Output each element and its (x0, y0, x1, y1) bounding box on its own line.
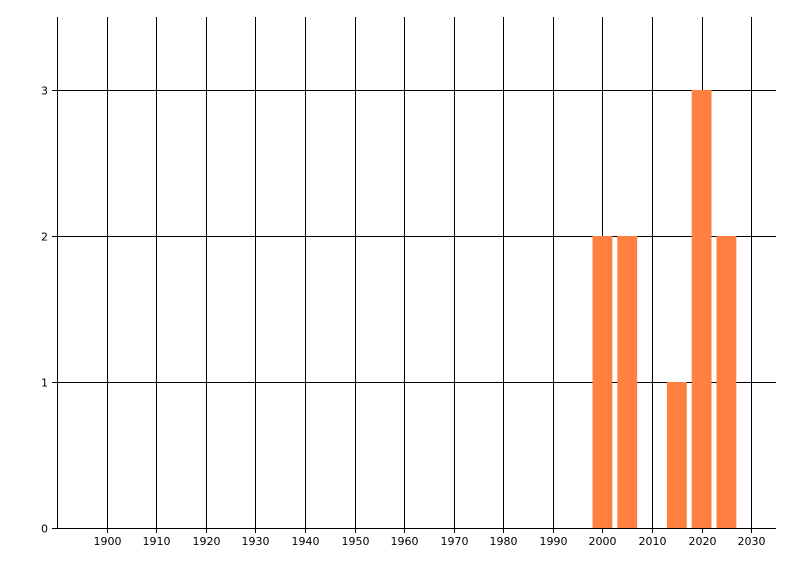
bar (666, 382, 687, 528)
x-tick-label: 1950 (342, 535, 370, 548)
y-tick-label: 2 (41, 231, 48, 244)
x-tick-label: 1980 (490, 535, 518, 548)
x-tick-label: 2020 (689, 535, 717, 548)
x-tick-label: 2010 (639, 535, 667, 548)
bar (617, 236, 638, 528)
x-tick-label: 2030 (738, 535, 766, 548)
x-tick-label: 1990 (540, 535, 568, 548)
x-tick-label: 1960 (391, 535, 419, 548)
y-tick-label: 3 (41, 85, 48, 98)
bar (691, 90, 712, 528)
bar (592, 236, 613, 528)
x-tick-label: 1930 (242, 535, 270, 548)
y-tick-label: 0 (41, 523, 48, 536)
x-tick-label: 1900 (94, 535, 122, 548)
x-tick-label: 1970 (441, 535, 469, 548)
x-tick-label: 1910 (143, 535, 171, 548)
x-tick-label: 2000 (589, 535, 617, 548)
x-tick-label: 1940 (292, 535, 320, 548)
x-tick-label: 1920 (193, 535, 221, 548)
bar (716, 236, 737, 528)
y-tick-label: 1 (41, 377, 48, 390)
